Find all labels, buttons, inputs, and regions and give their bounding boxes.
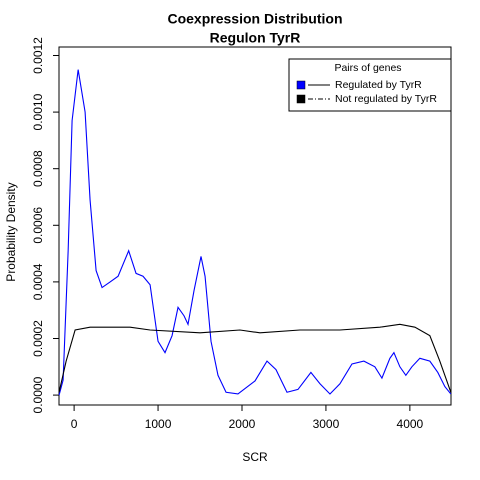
x-tick-label: 1000 <box>145 417 172 431</box>
y-tick-label: 0.0008 <box>31 150 45 187</box>
y-axis-label: Probability Density <box>4 182 18 281</box>
y-tick-label: 0.0012 <box>31 37 45 74</box>
x-tick-label: 2000 <box>229 417 256 431</box>
x-tick-label: 3000 <box>313 417 340 431</box>
x-tick-label: 4000 <box>397 417 424 431</box>
legend-label: Regulated by TyrR <box>335 79 422 91</box>
chart-title: Coexpression Distribution <box>167 11 342 27</box>
y-tick-label: 0.0002 <box>31 320 45 357</box>
plot-frame <box>58 46 452 406</box>
legend-label: Not regulated by TyrR <box>335 93 437 105</box>
legend-swatch <box>296 94 306 104</box>
legend: Pairs of genes Regulated by TyrR Not regu… <box>288 58 452 112</box>
density-line <box>58 323 452 393</box>
y-tick-label: 0.0010 <box>31 93 45 130</box>
legend-swatch <box>296 80 306 90</box>
y-tick-label: 0.0004 <box>31 263 45 300</box>
x-tick-label: 0 <box>71 417 78 431</box>
density-line <box>58 69 452 396</box>
y-tick-label: 0.0006 <box>31 207 45 244</box>
x-axis-label: SCR <box>242 450 268 464</box>
legend-title: Pairs of genes <box>334 62 401 74</box>
chart-subtitle: Regulon TyrR <box>210 30 301 46</box>
y-tick-label: 0.0000 <box>31 376 45 413</box>
